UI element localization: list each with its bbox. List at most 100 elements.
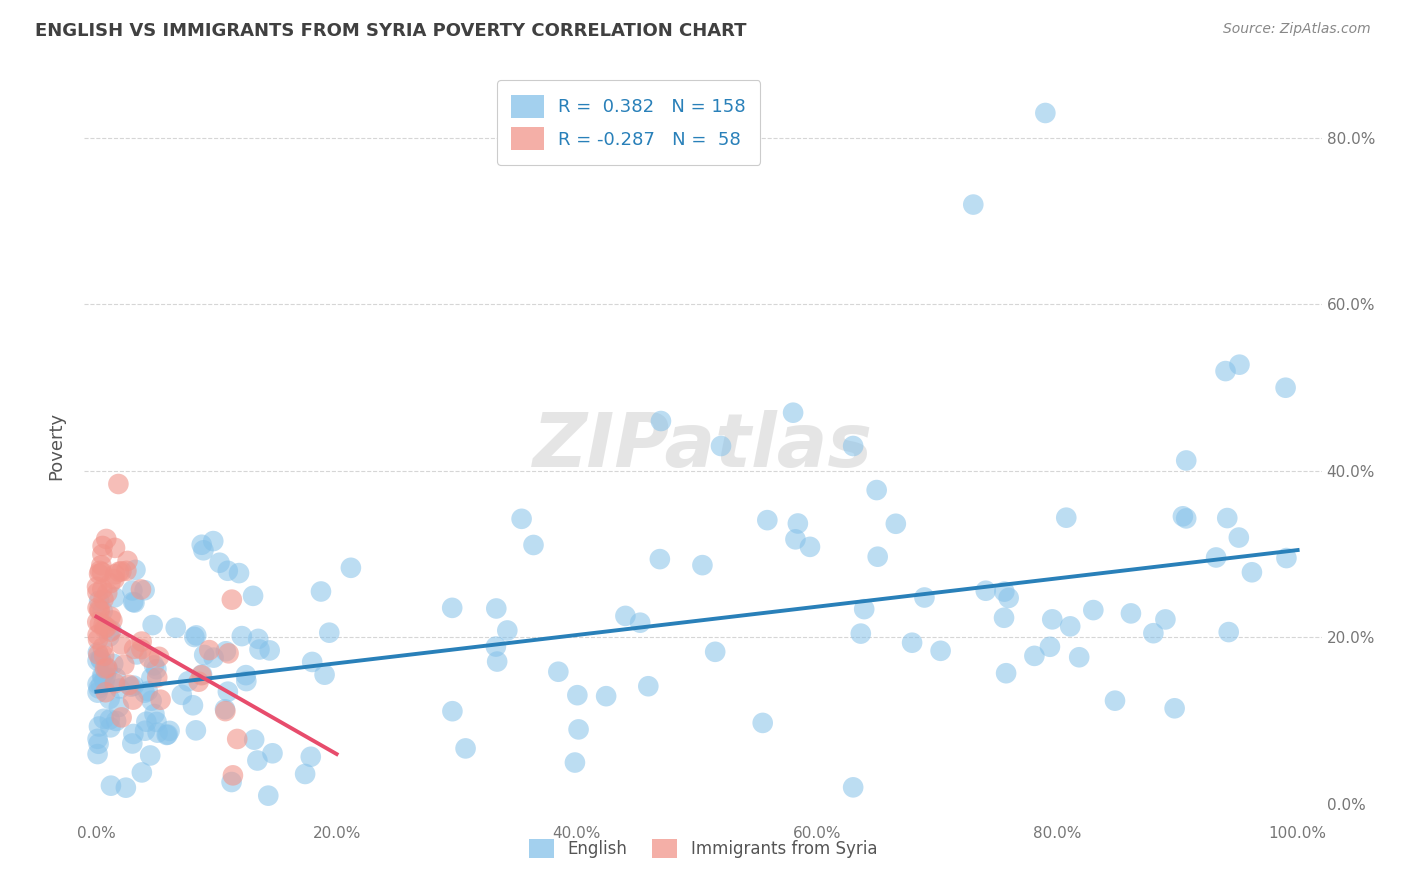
Point [143, 707, 166, 722]
Point [87, 646, 110, 660]
Point [249, 642, 271, 657]
Point [614, 608, 637, 623]
Point [141, 693, 163, 707]
Point [122, 727, 145, 741]
Point [111, 710, 134, 724]
Point [108, 565, 131, 579]
Point [104, 541, 127, 555]
Point [486, 655, 509, 669]
Point [120, 680, 142, 694]
Point [1033, 106, 1056, 120]
Point [547, 665, 569, 679]
Point [1274, 381, 1296, 395]
Point [91, 539, 114, 553]
Point [87, 737, 110, 751]
Point [247, 632, 270, 646]
Point [104, 567, 127, 582]
Point [208, 556, 231, 570]
Point [849, 626, 872, 640]
Point [134, 583, 156, 598]
Point [710, 439, 733, 453]
Point [91, 640, 114, 655]
Point [159, 723, 181, 738]
Point [91, 565, 114, 579]
Point [301, 655, 323, 669]
Point [107, 700, 129, 714]
Point [294, 767, 316, 781]
Point [86, 600, 108, 615]
Point [246, 754, 269, 768]
Point [215, 644, 238, 658]
Point [145, 662, 167, 676]
Point [100, 624, 122, 638]
Point [628, 615, 651, 630]
Point [1227, 531, 1250, 545]
Point [124, 596, 146, 610]
Point [156, 727, 179, 741]
Point [184, 723, 207, 738]
Point [112, 657, 135, 672]
Point [121, 583, 143, 598]
Point [1054, 510, 1077, 524]
Point [704, 645, 727, 659]
Point [756, 513, 779, 527]
Point [974, 583, 997, 598]
Point [97, 662, 120, 676]
Point [110, 564, 132, 578]
Point [86, 731, 108, 746]
Point [93, 618, 115, 632]
Point [692, 558, 714, 573]
Point [91, 547, 114, 561]
Point [510, 512, 533, 526]
Point [146, 670, 169, 684]
Point [96, 660, 118, 674]
Point [914, 591, 936, 605]
Point [485, 640, 508, 654]
Point [866, 549, 889, 564]
Point [138, 650, 160, 665]
Point [866, 483, 889, 497]
Point [93, 712, 115, 726]
Point [86, 628, 108, 642]
Point [141, 671, 163, 685]
Point [86, 615, 108, 629]
Legend: English, Immigrants from Syria: English, Immigrants from Syria [522, 832, 884, 864]
Point [100, 576, 122, 591]
Point [309, 584, 332, 599]
Point [89, 604, 111, 618]
Point [884, 516, 907, 531]
Point [454, 741, 477, 756]
Point [91, 582, 114, 597]
Point [235, 668, 257, 682]
Point [193, 543, 215, 558]
Point [340, 561, 363, 575]
Point [131, 642, 153, 657]
Point [100, 609, 122, 624]
Point [90, 652, 112, 666]
Point [186, 628, 208, 642]
Point [929, 644, 952, 658]
Point [221, 775, 243, 789]
Point [170, 688, 193, 702]
Point [86, 686, 108, 700]
Point [90, 558, 112, 573]
Point [1215, 364, 1237, 378]
Point [1218, 625, 1240, 640]
Point [218, 646, 240, 660]
Point [1229, 358, 1251, 372]
Y-axis label: Poverty: Poverty [48, 412, 66, 480]
Text: Source: ZipAtlas.com: Source: ZipAtlas.com [1223, 22, 1371, 37]
Point [441, 704, 464, 718]
Point [785, 533, 807, 547]
Point [235, 674, 257, 689]
Point [1083, 603, 1105, 617]
Point [1275, 551, 1298, 566]
Point [183, 630, 205, 644]
Point [124, 563, 146, 577]
Point [177, 674, 200, 689]
Point [87, 566, 110, 581]
Point [96, 620, 118, 634]
Point [901, 636, 924, 650]
Point [89, 593, 111, 607]
Point [89, 602, 111, 616]
